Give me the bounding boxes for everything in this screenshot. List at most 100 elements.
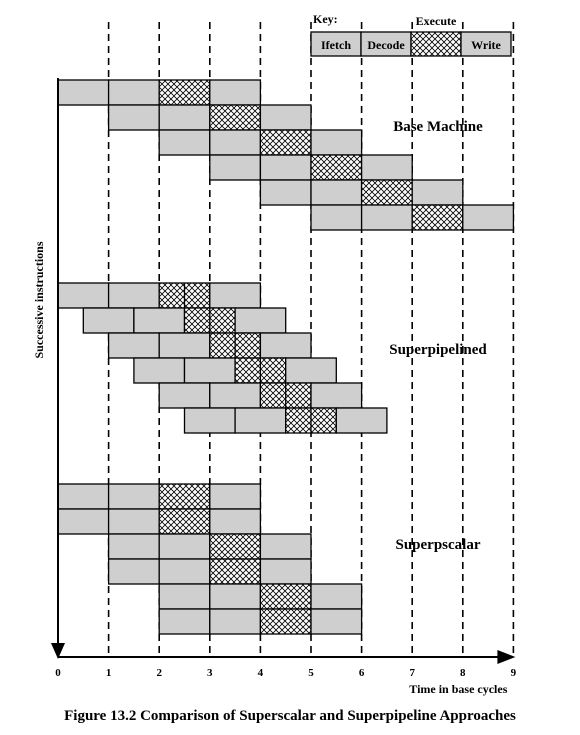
x-tick-label: 7 xyxy=(409,667,415,679)
ifetch-stage xyxy=(107,332,160,359)
write-stage xyxy=(411,179,464,206)
ifetch-stage xyxy=(259,179,312,206)
key-ifetch-box xyxy=(310,31,362,57)
x-tick-label: 1 xyxy=(106,667,112,679)
write-stage xyxy=(259,104,312,131)
x-tick-label: 5 xyxy=(308,667,314,679)
instruction-row xyxy=(133,357,337,384)
ifetch-stage xyxy=(107,558,160,585)
ifetch-stage xyxy=(158,382,211,409)
x-tick-label: 6 xyxy=(359,667,365,679)
decode-stage xyxy=(133,307,186,334)
decode-stage xyxy=(107,79,160,106)
key-decode-label: Decode xyxy=(367,38,405,52)
instruction-row xyxy=(310,204,515,231)
x-tick-label: 9 xyxy=(511,667,517,679)
decode-stage xyxy=(158,558,211,585)
instruction-row xyxy=(82,307,287,334)
instruction-row xyxy=(57,508,262,535)
instruction-row xyxy=(57,483,262,510)
decode-stage xyxy=(107,508,160,535)
key-execute-heading: Execute xyxy=(416,14,457,28)
stage-key: Key: Execute Ifetch Decode Write xyxy=(310,12,512,57)
section-label: Superpscalar xyxy=(395,537,480,553)
ifetch-stage xyxy=(57,79,110,106)
execute-stage xyxy=(259,129,312,156)
ifetch-stage xyxy=(310,204,363,231)
x-axis-arrow-icon xyxy=(497,650,516,664)
write-stage xyxy=(234,307,287,334)
execute-stage xyxy=(158,79,211,106)
ifetch-stage xyxy=(57,508,110,535)
x-tick-label: 3 xyxy=(207,667,213,679)
key-execute-box xyxy=(410,31,462,57)
decode-stage xyxy=(259,154,312,181)
figure-caption: Figure 13.2 Comparison of Superscalar an… xyxy=(64,708,516,724)
ifetch-stage xyxy=(183,407,236,434)
execute-stage xyxy=(360,179,413,206)
ifetch-stage xyxy=(107,104,160,131)
write-stage xyxy=(259,558,312,585)
ifetch-stage xyxy=(57,483,110,510)
instruction-row xyxy=(158,583,363,610)
decode-stage xyxy=(158,533,211,560)
pipeline-bars xyxy=(57,79,515,635)
ifetch-stage xyxy=(107,533,160,560)
decode-stage xyxy=(209,129,262,156)
ifetch-stage xyxy=(158,129,211,156)
write-stage xyxy=(360,154,413,181)
execute-stage xyxy=(209,533,262,560)
execute-stage xyxy=(259,608,312,635)
decode-stage xyxy=(209,382,262,409)
y-axis-label: Successive instructions xyxy=(32,241,46,358)
decode-stage xyxy=(183,357,236,384)
decode-stage xyxy=(310,179,363,206)
section-label: Base Machine xyxy=(393,119,483,135)
ifetch-stage xyxy=(158,583,211,610)
section-labels: Base Machine Superpipelined Superpscalar xyxy=(389,119,487,553)
section-label: Superpipelined xyxy=(389,342,487,358)
x-tick-label: 8 xyxy=(460,667,466,679)
x-tick-label: 2 xyxy=(156,667,162,679)
x-tick-label: 4 xyxy=(258,667,264,679)
instruction-row xyxy=(183,407,388,434)
instruction-row xyxy=(107,533,312,560)
execute-stage xyxy=(411,204,464,231)
write-stage xyxy=(209,282,262,309)
write-stage xyxy=(310,608,363,635)
decode-stage xyxy=(234,407,287,434)
instruction-row xyxy=(57,282,262,309)
axes: 0 1 2 3 4 5 6 7 8 9 Time in base cycles Successive … xyxy=(32,78,517,696)
write-stage xyxy=(310,583,363,610)
instruction-row xyxy=(158,608,363,635)
execute-stage xyxy=(158,483,211,510)
instruction-row xyxy=(158,382,363,409)
instruction-row xyxy=(259,179,464,206)
write-stage xyxy=(310,382,363,409)
write-stage xyxy=(209,483,262,510)
write-stage xyxy=(259,332,312,359)
key-write-box xyxy=(460,31,512,57)
ifetch-stage xyxy=(82,307,135,334)
execute-stage xyxy=(259,583,312,610)
decode-stage xyxy=(107,483,160,510)
execute-stage xyxy=(310,154,363,181)
ifetch-stage xyxy=(209,154,262,181)
decode-stage xyxy=(158,104,211,131)
x-tick-label: 0 xyxy=(55,667,61,679)
ifetch-stage xyxy=(133,357,186,384)
write-stage xyxy=(462,204,515,231)
x-axis-label: Time in base cycles xyxy=(409,682,507,696)
write-stage xyxy=(209,508,262,535)
key-write-label: Write xyxy=(471,38,501,52)
decode-stage xyxy=(360,204,413,231)
pipeline-diagram: 0 1 2 3 4 5 6 7 8 9 Time in base cycles Successive … xyxy=(32,12,517,696)
write-stage xyxy=(335,407,388,434)
execute-stage xyxy=(158,508,211,535)
decode-stage xyxy=(107,282,160,309)
decode-stage xyxy=(209,583,262,610)
ifetch-stage xyxy=(158,608,211,635)
y-axis-arrow-icon xyxy=(51,643,65,659)
instruction-row xyxy=(107,104,312,131)
